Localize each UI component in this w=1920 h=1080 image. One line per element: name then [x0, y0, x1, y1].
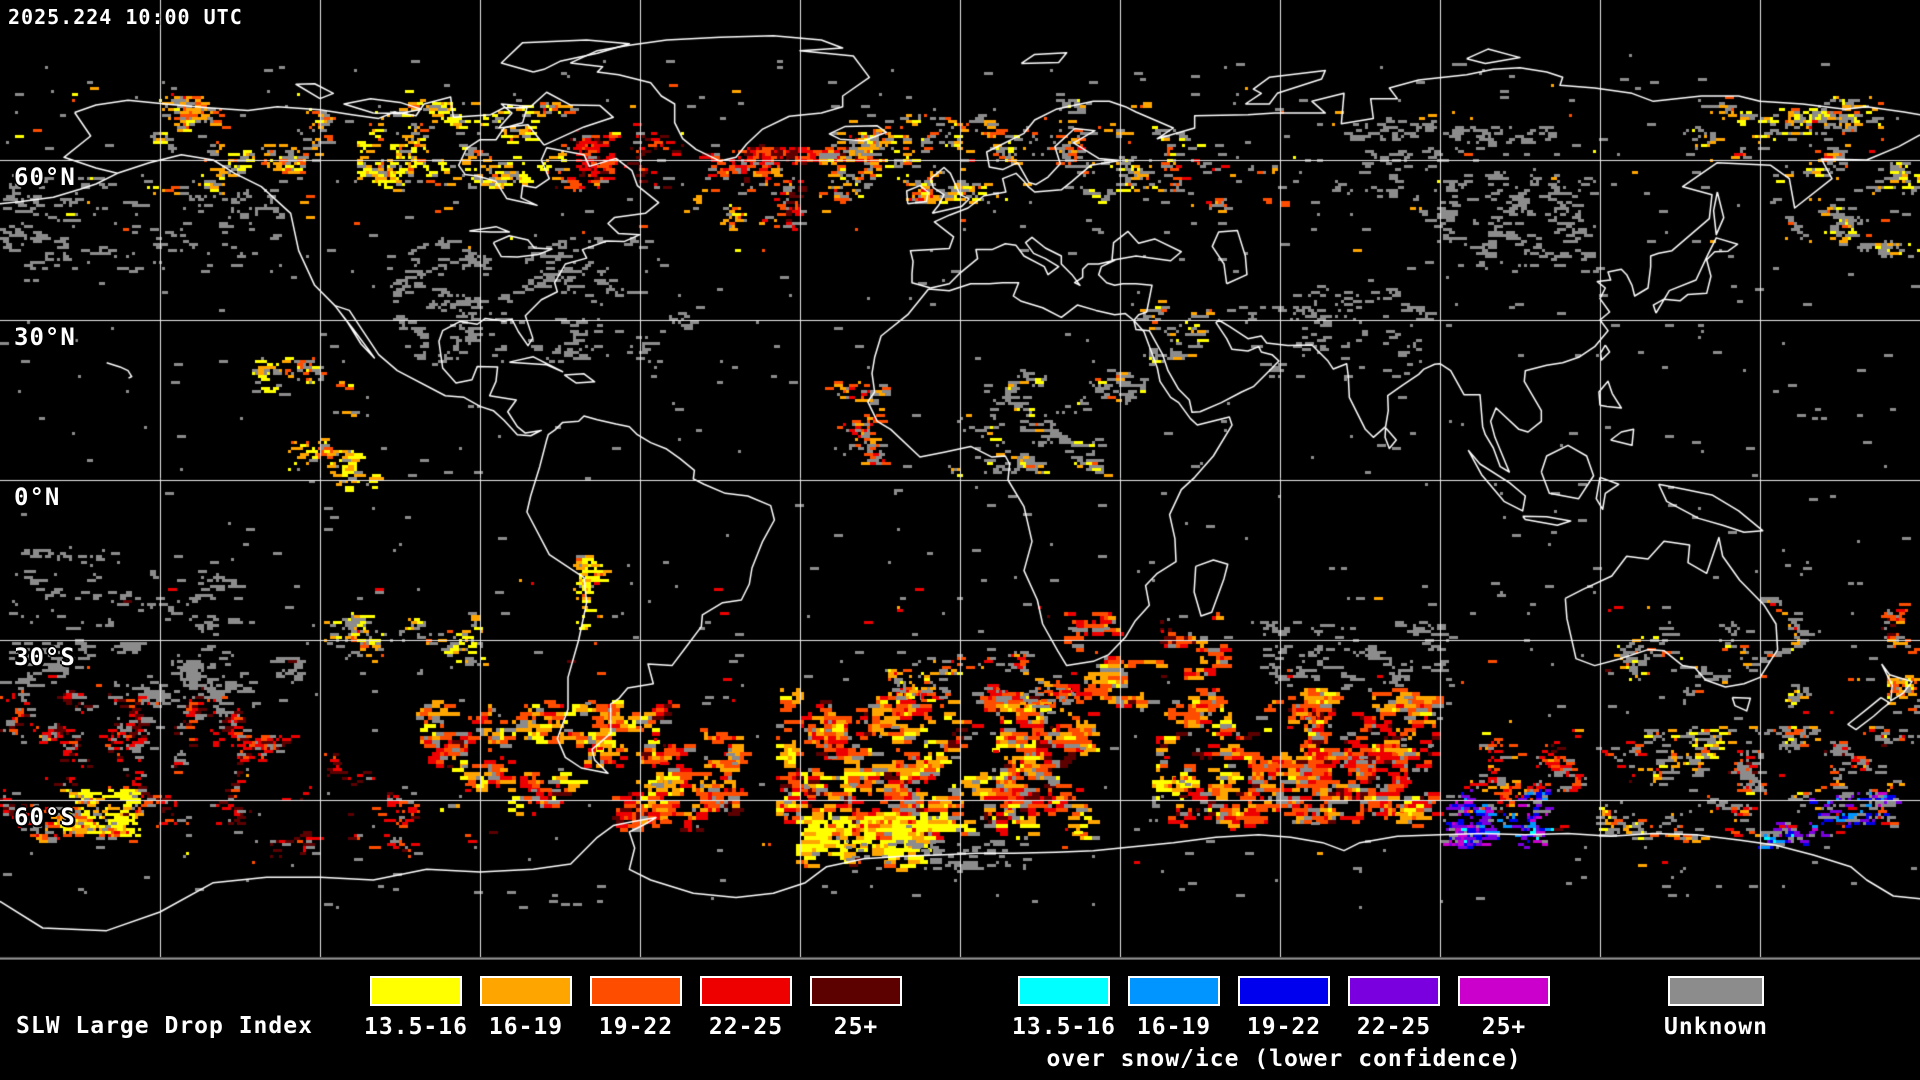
legend-item: 22-25	[1348, 976, 1440, 1040]
lat-label-30n: 30°N	[14, 323, 76, 351]
slw-legend-group: 13.5-16 16-19 19-22 22-25 25+	[364, 976, 902, 1040]
snow-label-16-19: 16-19	[1136, 1014, 1212, 1040]
legend-item: 19-22	[1238, 976, 1330, 1040]
timestamp: 2025.224 10:00 UTC	[8, 5, 243, 29]
legend-item: 16-19	[1128, 976, 1220, 1040]
unknown-swatch	[1668, 976, 1764, 1006]
slw-label-13-16: 13.5-16	[364, 1014, 468, 1040]
legend-item: Unknown	[1664, 976, 1767, 1040]
snow-label-22-25: 22-25	[1356, 1014, 1432, 1040]
legend-item: 13.5-16	[1012, 976, 1115, 1040]
snow-swatch-22-25	[1348, 976, 1440, 1006]
lat-label-60n: 60°N	[14, 163, 76, 191]
unknown-legend-group: Unknown	[1664, 976, 1767, 1040]
world-map-canvas	[0, 0, 1920, 960]
snow-swatch-16-19	[1128, 976, 1220, 1006]
lat-label-30s: 30°S	[14, 643, 76, 671]
legend-item: 19-22	[590, 976, 682, 1040]
snow-swatch-19-22	[1238, 976, 1330, 1006]
snow-swatch-25plus	[1458, 976, 1550, 1006]
slw-label-16-19: 16-19	[488, 1014, 564, 1040]
legend-bar: SLW Large Drop Index 13.5-16 16-19 19-22…	[0, 960, 1920, 1080]
slw-swatch-25plus	[810, 976, 902, 1006]
slw-swatch-22-25	[700, 976, 792, 1006]
slw-swatch-19-22	[590, 976, 682, 1006]
legend-item: 16-19	[480, 976, 572, 1040]
slw-label-22-25: 22-25	[708, 1014, 784, 1040]
snow-ice-caption: over snow/ice (lower confidence)	[1046, 1046, 1522, 1072]
legend-item: 25+	[810, 976, 902, 1040]
snow-label-13-16: 13.5-16	[1012, 1014, 1116, 1040]
snow-ice-legend-group: 13.5-16 16-19 19-22 22-25 25+	[1012, 976, 1550, 1040]
lat-label-60s: 60°S	[14, 803, 76, 831]
unknown-label: Unknown	[1664, 1014, 1768, 1040]
legend-item: 22-25	[700, 976, 792, 1040]
legend-item: 13.5-16	[364, 976, 467, 1040]
snow-label-25plus: 25+	[1481, 1014, 1527, 1040]
legend-item: 25+	[1458, 976, 1550, 1040]
slw-swatch-13-16	[370, 976, 462, 1006]
lat-label-0n: 0°N	[14, 483, 61, 511]
slw-label-19-22: 19-22	[598, 1014, 674, 1040]
slw-label-25plus: 25+	[833, 1014, 879, 1040]
legend-title: SLW Large Drop Index	[16, 1013, 313, 1039]
snow-swatch-13-16	[1018, 976, 1110, 1006]
snow-label-19-22: 19-22	[1246, 1014, 1322, 1040]
slw-swatch-16-19	[480, 976, 572, 1006]
